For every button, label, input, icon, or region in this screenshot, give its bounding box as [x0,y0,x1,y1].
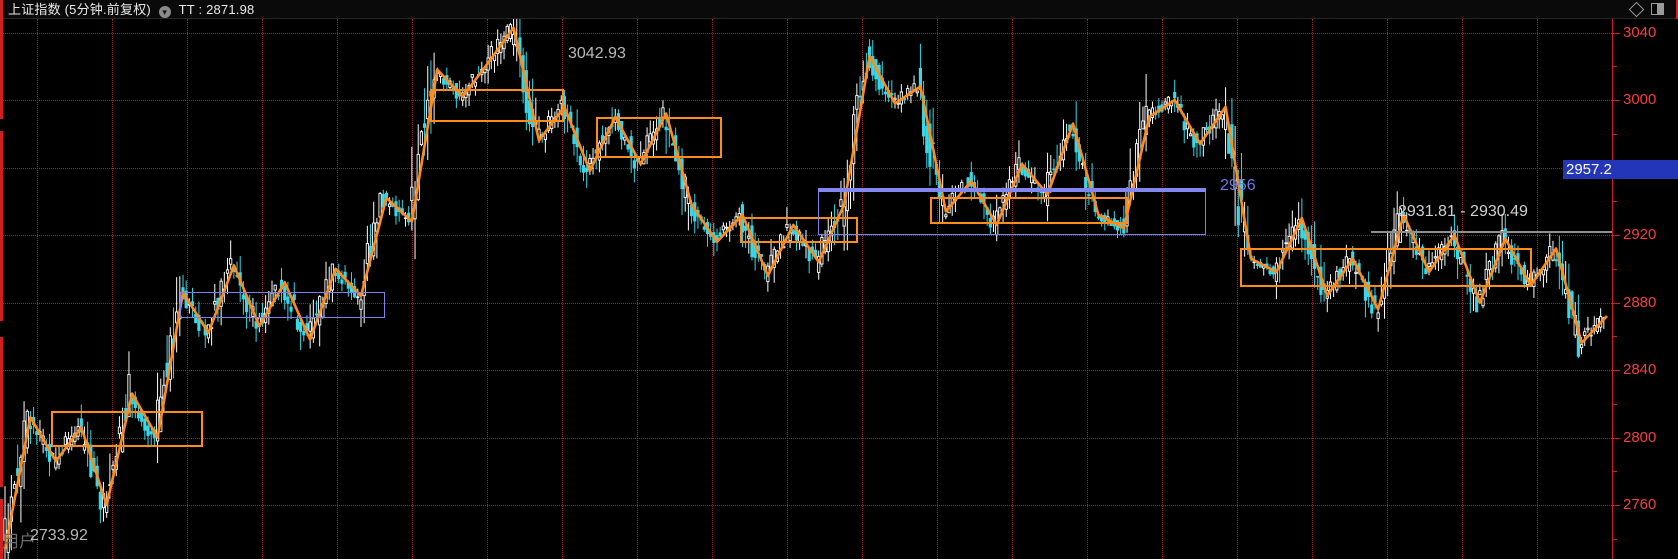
axis-label: 2920 [1623,226,1657,243]
symbol-name[interactable]: 上证指数 [8,1,61,17]
drawn-rectangle[interactable] [430,89,564,122]
grid-line-vertical [112,19,113,559]
watermark-label: 用户 [2,532,36,551]
title-right-accent [1676,0,1678,19]
axis-tick [1613,336,1617,338]
zigzag-overlay [3,26,1608,550]
diamond-icon[interactable] [1628,1,1645,17]
grid-line-vertical [1237,19,1238,559]
grid-line-vertical [1537,19,1538,559]
grid-line-vertical [637,19,638,559]
price-axis[interactable]: 3040 3000 2920 2880 2840 2800 2760 2957.2 [1563,19,1678,559]
drawn-level-line[interactable] [818,188,1206,192]
grid-line-vertical [937,19,938,559]
drawn-rectangle[interactable] [51,411,203,447]
indicator-separator: : [198,1,203,17]
cursor-price-badge: 2957.2 [1563,160,1678,179]
left-scroll-rail[interactable] [0,19,3,559]
grid-line-horizontal [0,370,1612,371]
grid-line-vertical [712,19,713,559]
axis-tick [1613,370,1620,371]
axis-label: 3040 [1623,23,1657,41]
range-annotation-label: 2931.81 - 2930.49 [1398,203,1528,220]
drawn-rectangle[interactable] [180,292,385,318]
axis-tick [1613,403,1617,405]
axis-tick [1613,505,1620,506]
grid-line-vertical [562,19,563,559]
axis-tick [1613,302,1620,304]
axis-tick [1613,471,1617,473]
grid-line-horizontal [0,32,1612,34]
axis-tick [1613,538,1617,540]
axis-tick [1613,235,1620,236]
low-price-label: 2733.92 [30,527,88,544]
title-bar-tools [1628,1,1676,17]
axis-label: 3000 [1623,91,1657,108]
grid-line-vertical [1162,19,1163,559]
chart-plot-area[interactable]: 3042.93 2956 2931.81 - 2930.49 用户 2733.9… [0,19,1612,559]
axis-tick [1613,268,1617,270]
drawn-rectangle[interactable] [740,217,858,243]
axis-label: 2760 [1623,496,1657,513]
grid-line-vertical [862,19,863,559]
rail-segment [0,337,3,487]
price-series-layer [3,19,1608,559]
grid-line-vertical [187,19,188,559]
indicator-value: 2871.98 [206,1,255,17]
grid-line-horizontal [0,167,1612,169]
axis-tick [1613,100,1620,101]
axis-tick [1613,201,1617,203]
grid-line-vertical [37,19,38,559]
drawn-rectangle[interactable] [1240,248,1532,287]
grid-line-vertical [337,19,338,559]
axis-tick [1613,437,1620,439]
axis-label: 2840 [1623,361,1657,378]
chart-title: 上证指数 (5分钟.前复权) ▾ TT : 2871.98 [3,0,254,19]
grid-line-vertical [1012,19,1013,559]
axis-tick [1613,133,1617,135]
peak-price-label: 3042.93 [568,45,626,62]
rail-segment [0,19,3,119]
axis-label: 2800 [1623,428,1657,446]
grid-line-vertical [1087,19,1088,559]
title-accent-bar [0,0,3,19]
grid-line-vertical [262,19,263,559]
indicator-name: TT [178,1,195,17]
grid-line-vertical [412,19,413,559]
grid-line-horizontal [0,505,1612,506]
symbol-params: (5分钟.前复权) [64,1,151,17]
grid-line-vertical [1462,19,1463,559]
grid-line-horizontal [0,302,1612,304]
grid-line-horizontal [0,437,1612,439]
drawn-rectangle[interactable] [930,197,1128,224]
grid-line-vertical [787,19,788,559]
panel-toggle-icon[interactable] [1651,3,1664,15]
axis-tick [1613,66,1617,68]
axis-tick [1613,32,1620,34]
grid-line-vertical [487,19,488,559]
blue-level-label: 2956 [1220,177,1256,194]
drawn-rectangle[interactable] [596,117,722,158]
chevron-down-icon[interactable]: ▾ [158,5,171,18]
grid-line-horizontal [0,100,1612,101]
rail-segment [0,131,3,321]
axis-label: 2880 [1623,293,1657,311]
rail-segment [0,499,3,559]
grid-line-vertical [1312,19,1313,559]
title-bar: 上证指数 (5分钟.前复权) ▾ TT : 2871.98 [0,0,1678,19]
drawn-level-line[interactable] [1371,231,1612,233]
